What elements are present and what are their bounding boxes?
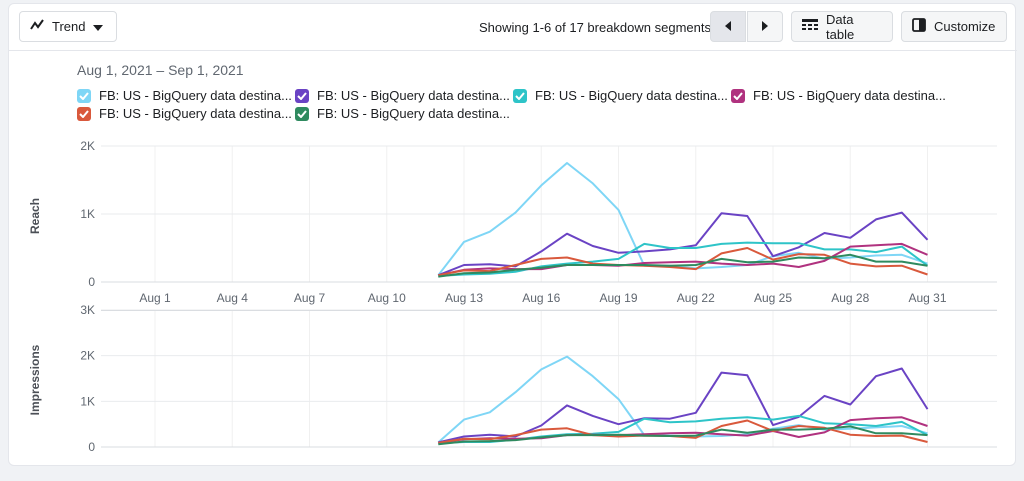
legend-item[interactable]: FB: US - BigQuery data destina...: [295, 88, 510, 103]
checkbox-checked-icon[interactable]: [77, 88, 91, 103]
legend-label: FB: US - BigQuery data destina...: [99, 106, 292, 121]
chevron-right-icon: [762, 19, 768, 34]
data-table-label: Data table: [826, 11, 855, 42]
series-line: [438, 419, 928, 444]
x-tick-label: Aug 19: [599, 291, 637, 305]
trend-dropdown-button[interactable]: Trend: [19, 11, 117, 42]
caret-down-icon: [93, 19, 104, 34]
y-tick-label: 0: [88, 440, 95, 454]
x-tick-label: Aug 22: [677, 291, 715, 305]
legend-label: FB: US - BigQuery data destina...: [317, 106, 510, 121]
y-tick-label: 2K: [80, 349, 95, 363]
y-axis-title: Reach: [28, 198, 42, 234]
customize-button[interactable]: Customize: [901, 11, 1007, 42]
series-line: [437, 355, 928, 444]
checkbox-checked-icon[interactable]: [295, 88, 309, 103]
series-line: [438, 241, 929, 277]
legend-item[interactable]: FB: US - BigQuery data destina...: [295, 106, 510, 121]
y-tick-label: 1K: [80, 207, 95, 221]
x-tick-label: Aug 4: [217, 291, 249, 305]
y-tick-label: 1K: [80, 394, 95, 408]
x-tick-label: Aug 10: [368, 291, 406, 305]
series-line: [438, 425, 928, 446]
checkbox-checked-icon[interactable]: [513, 88, 527, 103]
legend-item[interactable]: FB: US - BigQuery data destina...: [731, 88, 946, 103]
next-segments-button[interactable]: [747, 11, 783, 42]
table-icon: [802, 18, 818, 35]
date-range: Aug 1, 2021 – Sep 1, 2021: [77, 62, 244, 78]
y-tick-label: 3K: [80, 303, 95, 317]
segments-count-text: Showing 1-6 of 17 breakdown segments: [479, 20, 711, 35]
checkbox-checked-icon[interactable]: [295, 106, 309, 121]
legend-label: FB: US - BigQuery data destina...: [535, 88, 728, 103]
data-table-button[interactable]: Data table: [791, 11, 893, 42]
series-line: [438, 414, 928, 445]
trend-label: Trend: [52, 19, 86, 34]
legend-item[interactable]: FB: US - BigQuery data destina...: [77, 106, 292, 121]
checkbox-checked-icon[interactable]: [731, 88, 745, 103]
x-tick-label: Aug 25: [754, 291, 792, 305]
panel-icon: [912, 18, 926, 35]
x-tick-label: Aug 7: [294, 291, 326, 305]
legend-label: FB: US - BigQuery data destina...: [317, 88, 510, 103]
x-tick-label: Aug 16: [522, 291, 560, 305]
trend-icon: [30, 18, 44, 35]
chevron-left-icon: [725, 19, 731, 34]
y-tick-label: 0: [88, 275, 95, 289]
x-tick-label: Aug 13: [445, 291, 483, 305]
y-tick-label: 2K: [80, 139, 95, 153]
legend-label: FB: US - BigQuery data destina...: [99, 88, 292, 103]
series-line: [437, 162, 928, 276]
series-line: [438, 367, 929, 444]
legend-item[interactable]: FB: US - BigQuery data destina...: [77, 88, 292, 103]
series-line: [438, 242, 928, 277]
previous-segments-button[interactable]: [710, 11, 746, 42]
x-tick-label: Aug 31: [908, 291, 946, 305]
series-line: [438, 416, 928, 444]
x-tick-label: Aug 28: [831, 291, 869, 305]
series-line: [437, 211, 929, 277]
legend-item[interactable]: FB: US - BigQuery data destina...: [513, 88, 728, 103]
x-tick-label: Aug 1: [139, 291, 171, 305]
y-axis-title: Impressions: [28, 344, 42, 415]
series-line: [438, 247, 928, 277]
series-line: [438, 253, 928, 278]
customize-label: Customize: [934, 19, 996, 34]
checkbox-checked-icon[interactable]: [77, 106, 91, 121]
legend-label: FB: US - BigQuery data destina...: [753, 88, 946, 103]
report-card: Trend Showing 1-6 of 17 breakdown segmen…: [8, 3, 1017, 466]
toolbar: Trend Showing 1-6 of 17 breakdown segmen…: [9, 4, 1017, 51]
